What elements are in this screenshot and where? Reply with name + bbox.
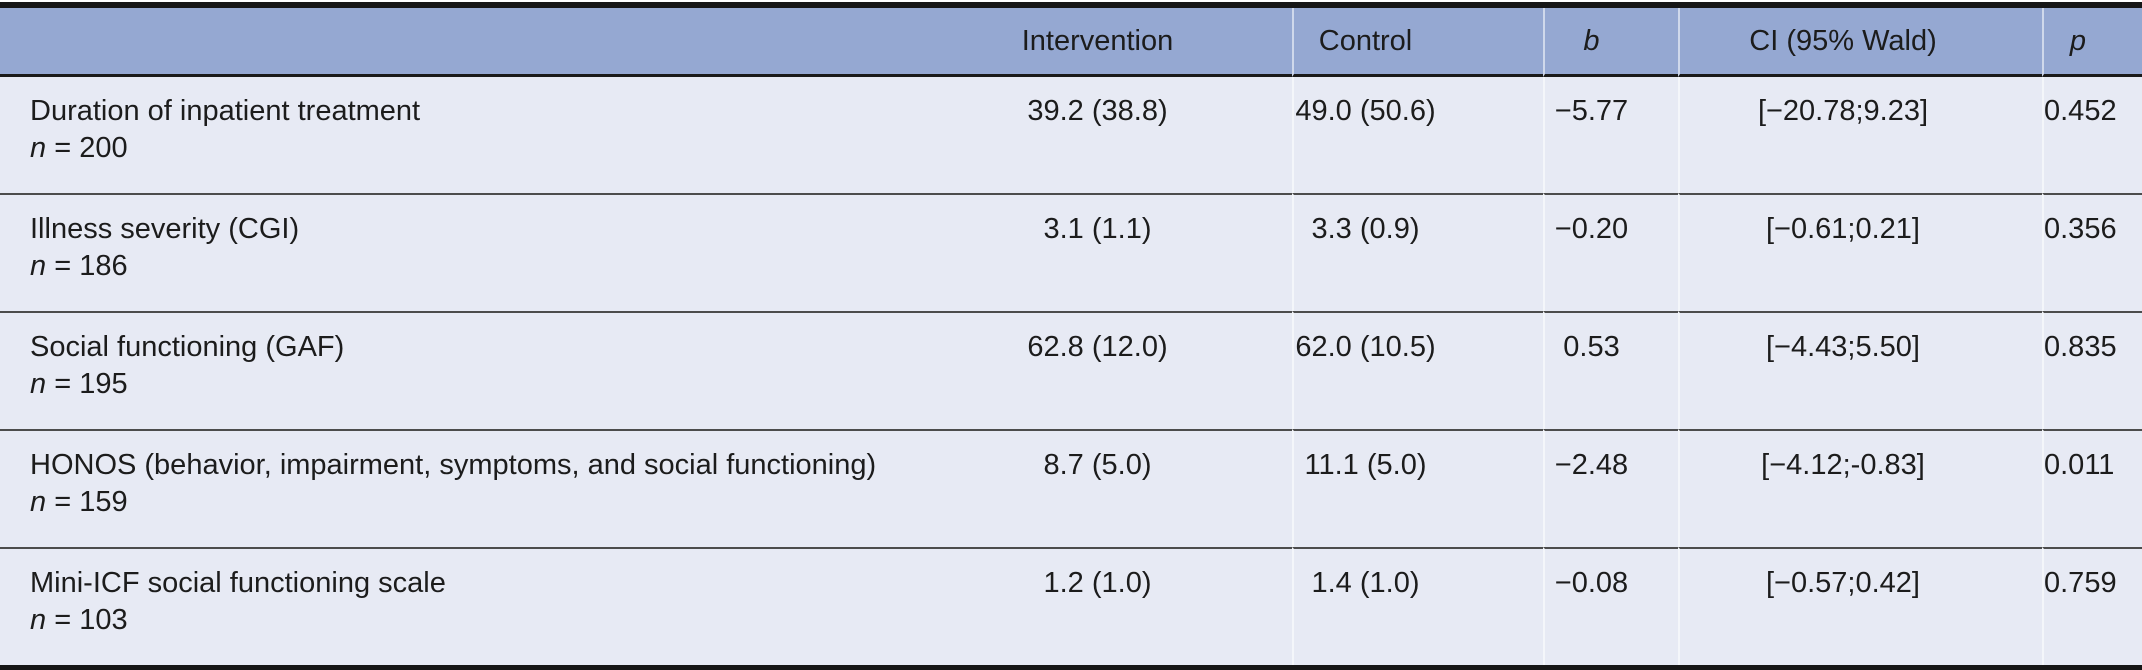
table-row: Illness severity (CGI) n = 186 3.1 (1.1)… (0, 193, 2142, 311)
cell-ci: [−4.12;-0.83] (1678, 429, 2042, 547)
column-header-b: b (1543, 8, 1678, 77)
row-sample-size: n = 186 (30, 248, 935, 285)
cell-b: −0.20 (1543, 193, 1678, 311)
column-header-p: p (2042, 8, 2142, 77)
row-label: Duration of inpatient treatment (30, 95, 421, 127)
table-row: Social functioning (GAF) n = 195 62.8 (1… (0, 311, 2142, 429)
table-row: HONOS (behavior, impairment, symptoms, a… (0, 429, 2142, 547)
n-symbol: n (30, 250, 47, 282)
column-header-blank (0, 8, 945, 77)
table-row: Mini-ICF social functioning scale n = 10… (0, 547, 2142, 665)
cell-control: 49.0 (50.6) (1292, 77, 1543, 193)
n-value: = 103 (46, 604, 128, 636)
cell-control: 11.1 (5.0) (1292, 429, 1543, 547)
cell-p: 0.759 (2042, 547, 2142, 665)
cell-b: −5.77 (1543, 77, 1678, 193)
n-symbol: n (30, 604, 47, 636)
column-header-control: Control (1292, 8, 1543, 77)
n-value: = 159 (46, 486, 128, 518)
row-sample-size: n = 103 (30, 602, 935, 639)
row-sample-size: n = 159 (30, 484, 935, 521)
row-label: Social functioning (GAF) (30, 331, 345, 363)
n-value: = 186 (46, 250, 128, 282)
cell-ci: [−0.57;0.42] (1678, 547, 2042, 665)
n-symbol: n (30, 486, 47, 518)
row-sample-size: n = 195 (30, 366, 935, 403)
row-label: HONOS (behavior, impairment, symptoms, a… (30, 449, 877, 481)
cell-intervention: 39.2 (38.8) (945, 77, 1292, 193)
n-value: = 195 (46, 368, 128, 400)
row-label: Mini-ICF social functioning scale (30, 567, 446, 599)
column-header-intervention: Intervention (945, 8, 1292, 77)
cell-control: 62.0 (10.5) (1292, 311, 1543, 429)
cell-outcome: Duration of inpatient treatment n = 200 (0, 77, 945, 193)
row-label: Illness severity (CGI) (30, 213, 300, 245)
table-header-row: Intervention Control b CI (95% Wald) p (0, 8, 2142, 77)
cell-b: −0.08 (1543, 547, 1678, 665)
cell-p: 0.835 (2042, 311, 2142, 429)
table-row: Duration of inpatient treatment n = 200 … (0, 77, 2142, 193)
cell-control: 3.3 (0.9) (1292, 193, 1543, 311)
cell-ci: [−0.61;0.21] (1678, 193, 2042, 311)
cell-b: 0.53 (1543, 311, 1678, 429)
cell-p: 0.011 (2042, 429, 2142, 547)
cell-outcome: Social functioning (GAF) n = 195 (0, 311, 945, 429)
cell-intervention: 8.7 (5.0) (945, 429, 1292, 547)
cell-outcome: Illness severity (CGI) n = 186 (0, 193, 945, 311)
cell-intervention: 3.1 (1.1) (945, 193, 1292, 311)
n-symbol: n (30, 368, 47, 400)
n-value: = 200 (46, 132, 128, 164)
cell-ci: [−4.43;5.50] (1678, 311, 2042, 429)
row-sample-size: n = 200 (30, 130, 935, 167)
cell-outcome: HONOS (behavior, impairment, symptoms, a… (0, 429, 945, 547)
cell-p: 0.452 (2042, 77, 2142, 193)
cell-outcome: Mini-ICF social functioning scale n = 10… (0, 547, 945, 665)
n-symbol: n (30, 132, 47, 164)
cell-ci: [−20.78;9.23] (1678, 77, 2042, 193)
cell-b: −2.48 (1543, 429, 1678, 547)
column-header-ci: CI (95% Wald) (1678, 8, 2042, 77)
cell-p: 0.356 (2042, 193, 2142, 311)
cell-control: 1.4 (1.0) (1292, 547, 1543, 665)
cell-intervention: 62.8 (12.0) (945, 311, 1292, 429)
cell-intervention: 1.2 (1.0) (945, 547, 1292, 665)
